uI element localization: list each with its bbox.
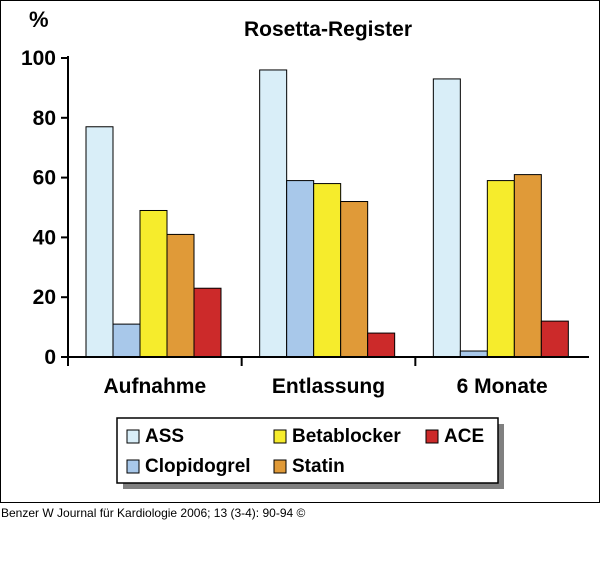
bar-aufnahme-clopidogrel (112, 323, 141, 358)
bars (85, 69, 569, 358)
y-tick-label-100: 100 (21, 47, 56, 70)
legend: ASS Betablocker ACE Clopidogrel Statin (116, 417, 504, 489)
legend-box (116, 417, 499, 484)
y-tick-label-20: 20 (33, 286, 56, 309)
bar-6-monate-statin (513, 174, 542, 358)
bar-entlassung-betablocker (313, 183, 342, 358)
legend-swatch-statin (273, 459, 287, 474)
bar-entlassung-ass (259, 69, 288, 358)
bar-entlassung-clopidogrel (286, 180, 315, 358)
y-tick-label-40: 40 (33, 226, 56, 249)
legend-swatch-betablocker (273, 429, 287, 444)
y-axis-label: % (29, 7, 49, 32)
axes (67, 56, 589, 366)
bar-6-monate-ace (540, 320, 569, 358)
y-tick-label-60: 60 (33, 167, 56, 190)
legend-label-statin: Statin (292, 456, 345, 477)
bar-aufnahme-betablocker (139, 209, 168, 358)
legend-label-clopidogrel: Clopidogrel (145, 456, 251, 477)
legend-label-betablocker: Betablocker (292, 426, 401, 447)
bar-6-monate-betablocker (486, 180, 515, 358)
legend-label-ass: ASS (145, 426, 184, 447)
bar-chart: Rosetta-Register % 0 20 40 60 80 100 Aufnahme… (21, 7, 589, 489)
chart-title: Rosetta-Register (244, 18, 412, 41)
category-labels: Aufnahme Entlassung 6 Monate (103, 375, 547, 398)
legend-swatch-ace (425, 429, 439, 444)
bar-entlassung-ace (367, 332, 396, 358)
legend-label-ace: ACE (444, 426, 484, 447)
y-tick-label-0: 0 (44, 346, 56, 369)
bar-aufnahme-ass (85, 126, 114, 358)
category-label-entlassung: Entlassung (272, 375, 385, 398)
figure-frame: Rosetta-Register % 0 20 40 60 80 100 Aufnahme… (0, 0, 600, 503)
citation: Benzer W Journal für Kardiologie 2006; 1… (1, 506, 306, 520)
bar-entlassung-statin (340, 201, 369, 358)
y-tick-label-80: 80 (33, 107, 56, 130)
legend-swatch-ass (126, 429, 140, 444)
bar-aufnahme-statin (166, 233, 195, 358)
category-label-aufnahme: Aufnahme (103, 375, 206, 398)
bar-6-monate-ass (432, 78, 461, 358)
y-ticks: 0 20 40 60 80 100 (21, 47, 68, 369)
bar-aufnahme-ace (193, 287, 222, 358)
legend-swatch-clopidogrel (126, 459, 140, 474)
category-label-6-monate: 6 Monate (457, 375, 548, 398)
